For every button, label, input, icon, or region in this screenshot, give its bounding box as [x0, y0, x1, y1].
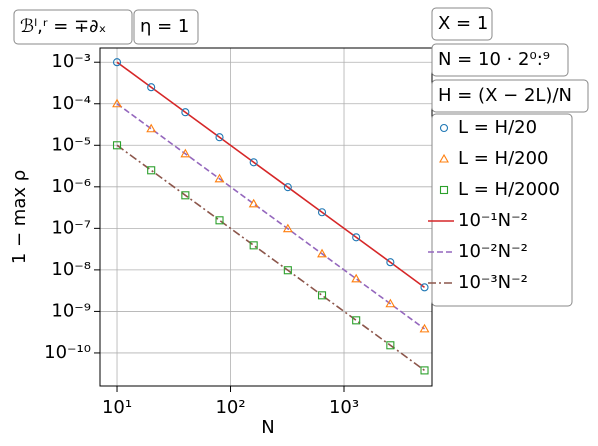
y-tick-label: 10⁻⁷	[51, 217, 91, 238]
marker	[181, 108, 190, 117]
legend-label: 10⁻³N⁻²	[458, 272, 528, 293]
x-tick-label: 10³	[329, 397, 359, 418]
annotation-box	[431, 7, 493, 41]
marker	[181, 191, 190, 200]
marker	[146, 123, 157, 133]
series-line	[116, 103, 425, 330]
annotation-box	[431, 79, 589, 113]
marker	[351, 273, 362, 283]
y-axis-label: 1 − max ρ	[9, 170, 30, 264]
marker	[352, 233, 361, 242]
marker	[420, 283, 429, 292]
marker	[386, 341, 395, 350]
marker	[180, 148, 191, 158]
x-tick-label: 10¹	[102, 397, 132, 418]
legend-label: L = H/20	[458, 117, 537, 138]
x-axis-label: N	[261, 417, 274, 438]
series-line	[116, 144, 425, 372]
marker	[112, 58, 122, 67]
marker	[385, 298, 396, 308]
marker	[283, 266, 292, 275]
legend-label: 10⁻¹N⁻²	[458, 210, 528, 231]
marker	[317, 291, 327, 300]
legend-box	[431, 113, 573, 307]
marker	[112, 98, 122, 108]
annotation-box	[431, 43, 569, 77]
marker	[317, 248, 327, 258]
annotation: ℬˡ,ʳ = ∓∂ₓ	[20, 16, 106, 37]
legend-label: 10⁻²N⁻²	[458, 241, 528, 262]
x-tick-label: 10²	[215, 397, 245, 418]
marker	[147, 166, 156, 175]
annotation: H = (X − 2L)/N	[438, 85, 572, 106]
marker	[439, 123, 449, 133]
marker	[249, 158, 258, 167]
y-tick-label: 10⁻⁶	[51, 176, 91, 197]
marker	[282, 223, 293, 233]
annotation: η = 1	[140, 16, 189, 37]
plot-frame	[99, 47, 433, 387]
y-tick-label: 10⁻⁸	[51, 259, 91, 280]
y-tick-label: 10⁻⁴	[51, 93, 91, 114]
annotation-box	[13, 9, 133, 45]
marker	[112, 141, 122, 150]
legend-label: L = H/2000	[458, 179, 560, 200]
marker	[215, 133, 224, 142]
annotation-box	[133, 9, 199, 45]
y-tick-label: 10⁻³	[51, 51, 91, 72]
marker	[386, 258, 395, 267]
marker	[147, 83, 156, 92]
marker	[439, 153, 449, 163]
marker	[420, 366, 429, 375]
marker	[215, 216, 224, 225]
marker	[248, 198, 259, 208]
marker	[352, 316, 361, 325]
annotation: N = 10 · 2⁰:⁹	[438, 49, 550, 70]
marker	[214, 173, 225, 183]
y-tick-label: 10⁻⁹	[51, 300, 91, 321]
series-line	[116, 61, 425, 288]
y-tick-label: 10⁻¹⁰	[44, 342, 91, 363]
marker	[317, 208, 327, 217]
legend-label: L = H/200	[458, 148, 549, 169]
y-tick-label: 10⁻⁵	[51, 134, 91, 155]
marker	[283, 183, 292, 192]
marker	[419, 323, 430, 333]
annotation: X = 1	[438, 13, 488, 34]
marker	[439, 185, 449, 195]
marker	[249, 241, 258, 250]
